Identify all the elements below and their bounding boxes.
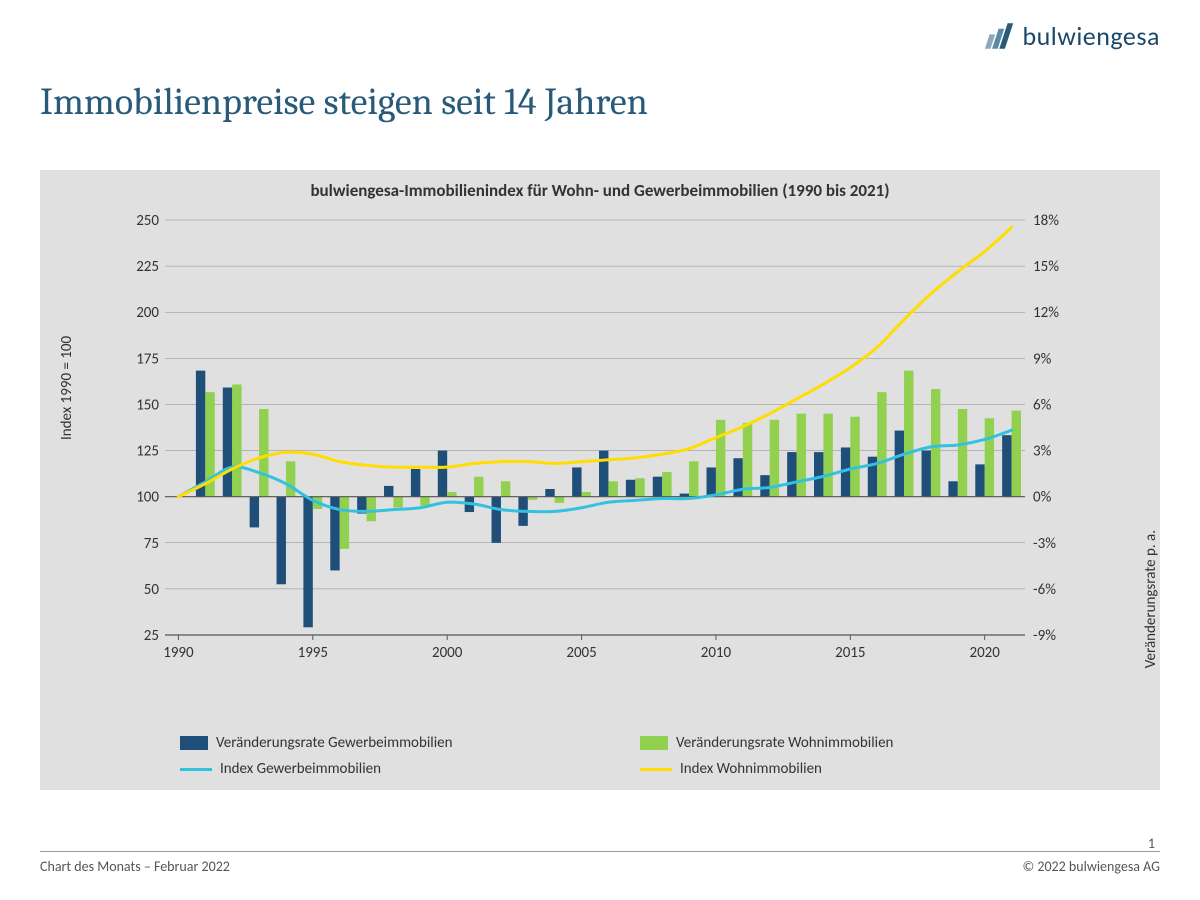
svg-text:2000: 2000 xyxy=(432,644,463,662)
brand-name: bulwiengesa xyxy=(1022,20,1160,52)
brand-logo-icon xyxy=(982,22,1014,50)
svg-text:1990: 1990 xyxy=(163,644,194,662)
legend-label: Index Wohnimmobilien xyxy=(680,760,822,778)
legend-label: Veränderungsrate Gewerbeimmobilien xyxy=(216,734,453,752)
svg-text:15%: 15% xyxy=(1033,258,1059,276)
legend-line xyxy=(180,768,212,771)
legend-label: Veränderungsrate Wohnimmobilien xyxy=(676,734,893,752)
legend: Veränderungsrate Gewerbeimmobilien Verän… xyxy=(180,734,1100,778)
svg-text:0%: 0% xyxy=(1033,489,1052,507)
svg-text:9%: 9% xyxy=(1033,350,1052,368)
svg-text:2005: 2005 xyxy=(566,644,596,662)
page-number: 1 xyxy=(1148,835,1155,852)
svg-text:100: 100 xyxy=(136,489,159,507)
legend-item-bar-wohn: Veränderungsrate Wohnimmobilien xyxy=(640,734,1100,752)
svg-text:50: 50 xyxy=(144,581,160,599)
legend-item-bar-gewerbe: Veränderungsrate Gewerbeimmobilien xyxy=(180,734,640,752)
svg-text:18%: 18% xyxy=(1033,212,1059,230)
svg-text:1995: 1995 xyxy=(298,644,328,662)
svg-text:-3%: -3% xyxy=(1033,535,1056,553)
legend-item-line-gewerbe: Index Gewerbeimmobilien xyxy=(180,760,640,778)
chart-plot-area: 25 50 75 100 125 150 175 200 225 250 -9% -6% -3% 0% 3%… xyxy=(120,210,1080,670)
y-axis-left-label: Index 1990 = 100 xyxy=(58,336,76,440)
svg-text:6%: 6% xyxy=(1033,396,1052,414)
svg-text:-9%: -9% xyxy=(1033,627,1056,645)
svg-text:225: 225 xyxy=(136,258,159,276)
legend-label: Index Gewerbeimmobilien xyxy=(220,760,381,778)
legend-line xyxy=(640,768,672,771)
legend-item-line-wohn: Index Wohnimmobilien xyxy=(640,760,1100,778)
legend-swatch xyxy=(640,736,668,750)
svg-text:175: 175 xyxy=(136,350,159,368)
svg-text:25: 25 xyxy=(144,627,159,645)
legend-swatch xyxy=(180,736,208,750)
chart-container: bulwiengesa-Immobilienindex für Wohn- un… xyxy=(40,170,1160,790)
y-axis-right-label: Veränderungsrate p. a. xyxy=(1142,530,1160,668)
svg-text:2020: 2020 xyxy=(969,644,1000,662)
footer: Chart des Monats – Februar 2022 © 2022 b… xyxy=(40,851,1160,875)
footer-right: © 2022 bulwiengesa AG xyxy=(1023,858,1160,875)
svg-text:3%: 3% xyxy=(1033,443,1052,461)
svg-text:125: 125 xyxy=(136,443,159,461)
page-title: Immobilienpreise steigen seit 14 Jahren xyxy=(40,80,648,124)
svg-text:-6%: -6% xyxy=(1033,581,1056,599)
brand-header: bulwiengesa xyxy=(982,20,1160,52)
svg-text:12%: 12% xyxy=(1033,304,1059,322)
svg-text:250: 250 xyxy=(136,212,159,230)
svg-text:2015: 2015 xyxy=(835,644,865,662)
svg-text:75: 75 xyxy=(144,535,159,553)
svg-text:150: 150 xyxy=(136,396,159,414)
svg-text:2010: 2010 xyxy=(701,644,732,662)
chart-title: bulwiengesa-Immobilienindex für Wohn- un… xyxy=(40,180,1160,201)
svg-text:200: 200 xyxy=(136,304,159,322)
footer-left: Chart des Monats – Februar 2022 xyxy=(40,858,230,875)
